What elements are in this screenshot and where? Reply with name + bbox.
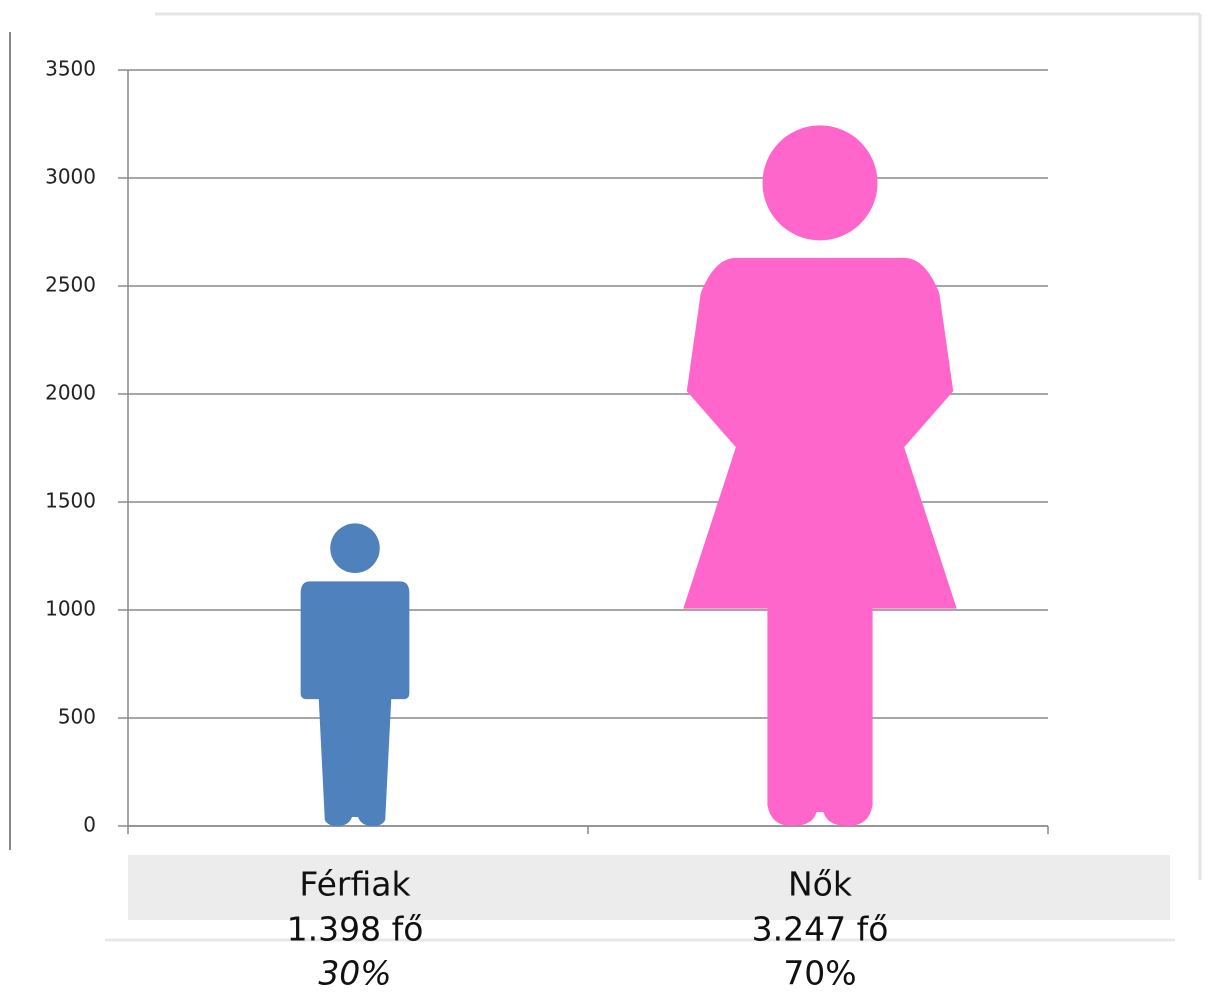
y-tick-label: 2000 (45, 381, 96, 405)
value-label: 3.247 fő (752, 910, 889, 949)
y-tick-label: 2500 (45, 273, 96, 297)
category-label: Férfiak (299, 865, 411, 904)
figure (300, 523, 410, 826)
figure-body (300, 581, 410, 826)
value-label: 1.398 fő (287, 910, 424, 949)
y-tick-label: 500 (58, 705, 96, 729)
figure-head (762, 125, 878, 241)
y-tick-label: 1000 (45, 597, 96, 621)
share-label: 30% (318, 954, 391, 992)
y-tick-label: 3500 (45, 57, 96, 81)
share-label: 70% (783, 954, 856, 992)
figure-head (330, 523, 380, 573)
category-label: Nők (788, 865, 853, 904)
y-tick-label: 0 (83, 813, 96, 837)
figure-body (683, 257, 957, 826)
y-tick-label: 3000 (45, 165, 96, 189)
y-tick-label: 1500 (45, 489, 96, 513)
floor-band (128, 855, 1170, 920)
figure (683, 125, 957, 826)
